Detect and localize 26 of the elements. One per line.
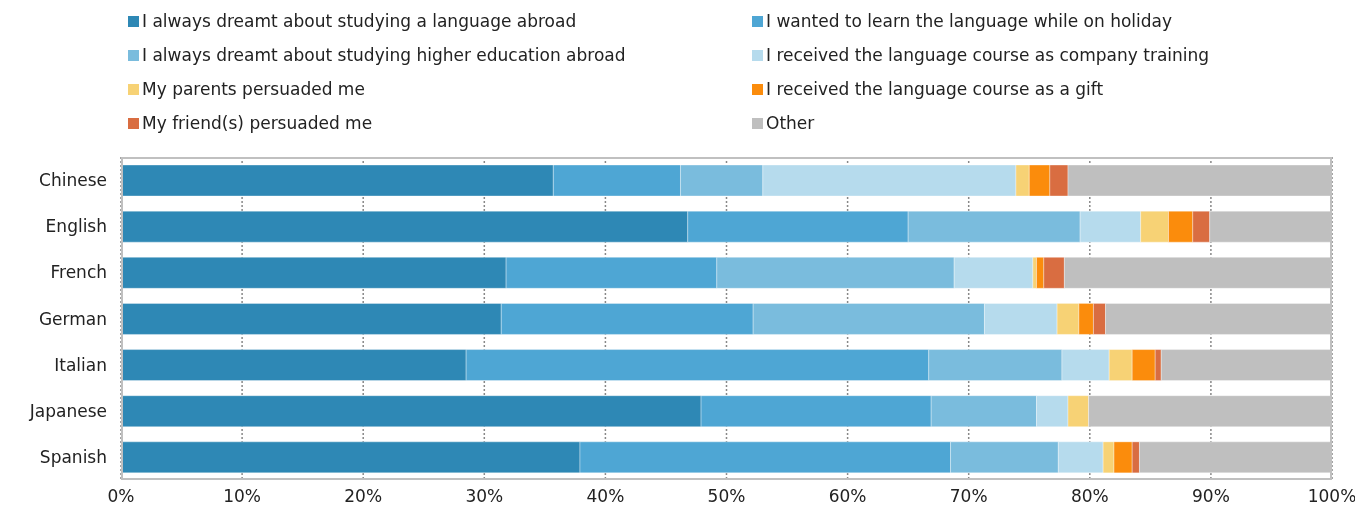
- x-tick-label: 0%: [107, 486, 135, 507]
- x-tick-label: 100%: [1307, 486, 1357, 507]
- x-tick-label: 40%: [586, 486, 625, 507]
- legend-label: I always dreamt about studying a language abroad: [142, 11, 577, 33]
- x-tick-label: 20%: [344, 486, 383, 507]
- x-tick-label: 50%: [707, 486, 746, 507]
- legend-label: I received the language course as company training: [766, 45, 1210, 67]
- legend-label: I wanted to learn the language while on holiday: [766, 11, 1173, 33]
- y-tick-label: French: [50, 262, 107, 283]
- legend-label: I received the language course as a gift: [766, 78, 1104, 100]
- y-tick-label: English: [45, 216, 107, 237]
- y-tick-label: Chinese: [39, 170, 107, 191]
- y-tick-label: Italian: [54, 354, 107, 375]
- y-tick-label: German: [38, 308, 107, 329]
- y-tick-label: Japanese: [28, 400, 107, 421]
- x-tick-label: 10%: [223, 486, 261, 507]
- x-tick-label: 60%: [828, 486, 867, 507]
- x-tick-label: 30%: [465, 486, 504, 507]
- x-tick-label: 90%: [1192, 486, 1230, 507]
- legend-label: My friend(s) persuaded me: [142, 112, 373, 134]
- legend-label: My parents persuaded me: [142, 78, 365, 100]
- x-tick-label: 80%: [1070, 486, 1109, 507]
- y-tick-label: Spanish: [39, 446, 107, 467]
- legend-label: I always dreamt about studying higher education abroad: [142, 45, 626, 67]
- x-tick-label: 70%: [949, 486, 988, 507]
- legend-label: Other: [766, 112, 815, 134]
